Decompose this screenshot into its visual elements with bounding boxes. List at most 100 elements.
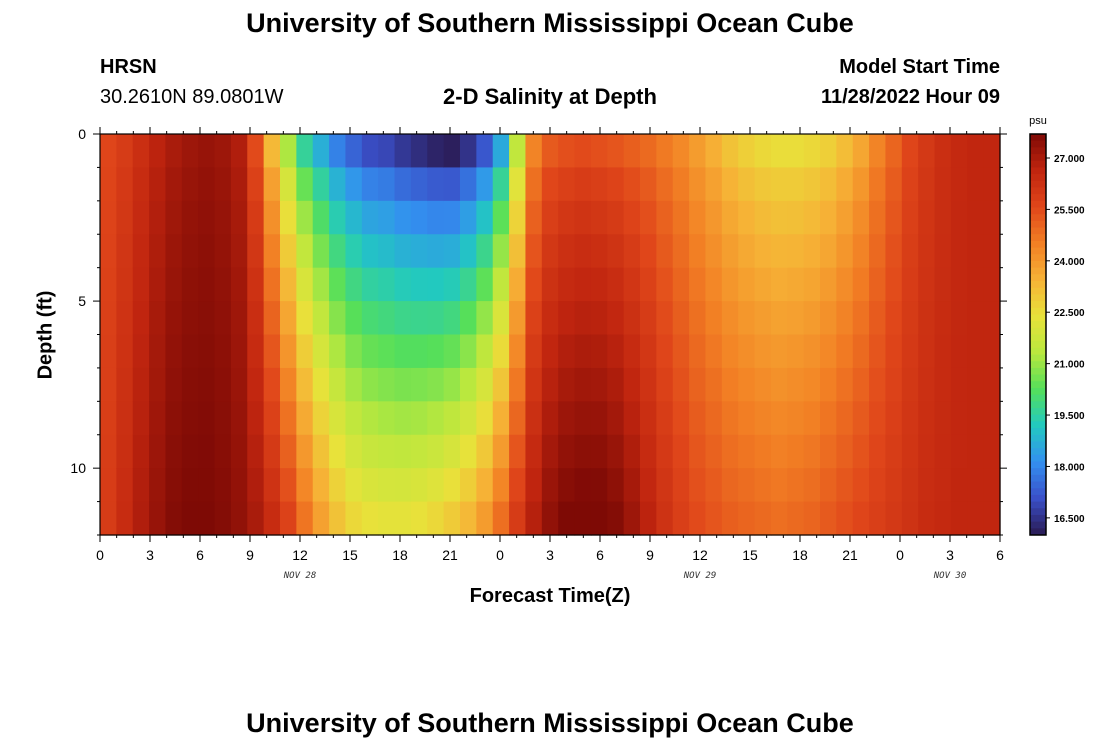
heatmap-cell [214, 367, 232, 402]
heatmap-cell [836, 200, 854, 235]
heatmap-cell [869, 334, 887, 369]
heatmap-cell [967, 234, 985, 269]
heatmap-cell [787, 134, 805, 169]
heatmap-cell [460, 234, 477, 269]
heatmap-cell [590, 501, 608, 536]
heatmap-cell [149, 267, 167, 302]
heatmap-cell [934, 200, 952, 235]
heatmap-cell [149, 434, 167, 469]
heatmap-cell [770, 401, 788, 436]
heatmap-cell [869, 267, 887, 302]
heatmap-cell [689, 167, 707, 202]
heatmap-cell [100, 334, 117, 369]
colorbar-segment [1030, 160, 1046, 168]
heatmap-cell [590, 134, 608, 169]
heatmap-cell [230, 301, 248, 336]
heatmap-cell [983, 167, 1001, 202]
heatmap-cell [263, 301, 281, 336]
heatmap-cell [410, 334, 428, 369]
heatmap-cell [869, 367, 887, 402]
colorbar-segment [1030, 354, 1046, 362]
heatmap-cell [852, 134, 870, 169]
heatmap-cell [214, 434, 232, 469]
heatmap-cell [820, 434, 837, 469]
x-date-label: NOV 30 [933, 571, 967, 581]
heatmap-cell [214, 234, 232, 269]
heatmap-cell [787, 301, 805, 336]
heatmap-cell [950, 234, 968, 269]
heatmap-cell [803, 200, 821, 235]
heatmap-cell [280, 501, 297, 536]
heatmap-cell [198, 367, 216, 402]
heatmap-cell [803, 334, 821, 369]
heatmap-cell [787, 267, 805, 302]
heatmap-cell [541, 301, 559, 336]
heatmap-cell [803, 267, 821, 302]
heatmap-cell [558, 200, 576, 235]
heatmap-cell [165, 267, 183, 302]
heatmap-cell [312, 401, 330, 436]
heatmap-cell [149, 200, 167, 235]
heatmap-cell [427, 267, 445, 302]
heatmap-cell [247, 234, 265, 269]
heatmap-cell [574, 134, 592, 169]
heatmap-cell [590, 167, 608, 202]
heatmap-cell [754, 334, 772, 369]
heatmap-cell [885, 134, 903, 169]
heatmap-cell [721, 234, 739, 269]
heatmap-cell [918, 401, 936, 436]
heatmap-cell [934, 334, 952, 369]
heatmap-cell [116, 301, 134, 336]
heatmap-cell [754, 234, 772, 269]
heatmap-cell [247, 501, 265, 536]
colorbar-tick-label: 27.000 [1054, 154, 1085, 165]
heatmap-cell [181, 334, 199, 369]
heatmap-cell [345, 334, 363, 369]
heatmap-cell [263, 334, 281, 369]
colorbar-segment [1030, 381, 1046, 389]
heatmap-cell [590, 434, 608, 469]
heatmap-cell [165, 234, 183, 269]
heatmap-cell [443, 234, 461, 269]
heatmap-cell [967, 501, 985, 536]
heatmap-cell [132, 401, 150, 436]
heatmap-cell [312, 234, 330, 269]
colorbar-segment [1030, 361, 1046, 369]
heatmap-cell [394, 301, 412, 336]
heatmap-cell [803, 401, 821, 436]
heatmap-cell [460, 301, 477, 336]
heatmap-cell [329, 501, 347, 536]
heatmap-cell [672, 501, 690, 536]
heatmap-cell [394, 200, 412, 235]
heatmap-cell [345, 200, 363, 235]
heatmap-cell [869, 167, 887, 202]
heatmap-cell [754, 434, 772, 469]
heatmap-cell [427, 434, 445, 469]
colorbar-tick-label: 22.500 [1054, 308, 1085, 319]
heatmap-cell [934, 401, 952, 436]
heatmap-cell [230, 334, 248, 369]
heatmap-cell [492, 167, 510, 202]
heatmap-cell [100, 234, 117, 269]
heatmap-cell [443, 367, 461, 402]
heatmap-cell [149, 301, 167, 336]
plot-title: 2-D Salinity at Depth [443, 84, 657, 109]
heatmap-cell [149, 334, 167, 369]
colorbar-segment [1030, 260, 1046, 269]
heatmap-cell [983, 367, 1001, 402]
heatmap-cell [198, 468, 216, 503]
heatmap-cell [427, 468, 445, 503]
heatmap-cell [852, 434, 870, 469]
heatmap-cell [296, 334, 314, 369]
heatmap-cell [885, 167, 903, 202]
heatmap-cell [443, 334, 461, 369]
heatmap-cell [312, 434, 330, 469]
heatmap-cell [574, 401, 592, 436]
heatmap-cell [247, 267, 265, 302]
heatmap-cell [443, 468, 461, 503]
heatmap-cell [214, 134, 232, 169]
heatmap-cell [312, 134, 330, 169]
x-tick-label: 21 [442, 547, 458, 563]
heatmap-cell [934, 234, 952, 269]
heatmap-cell [394, 434, 412, 469]
